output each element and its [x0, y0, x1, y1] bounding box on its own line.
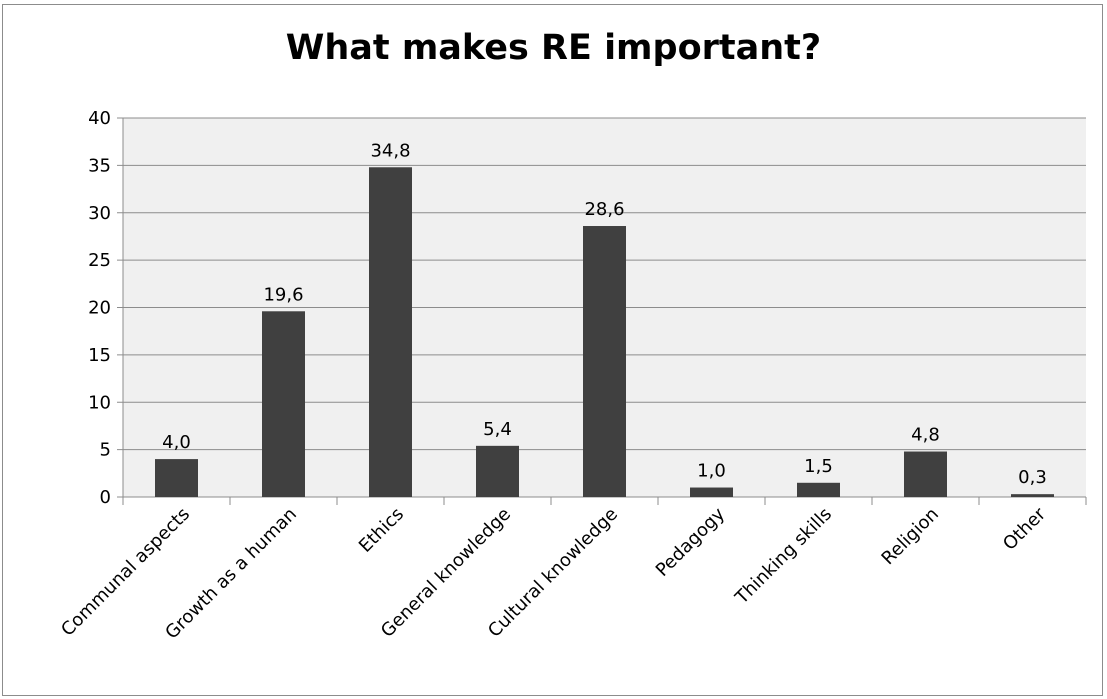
data-label: 34,8 [370, 140, 410, 161]
bar [797, 482, 840, 497]
category-label: Religion [878, 504, 943, 569]
data-label: 4,8 [911, 425, 940, 446]
category-label: Other [999, 503, 1050, 554]
data-label: 1,5 [804, 456, 833, 477]
category-label: Ethics [355, 504, 408, 557]
category-label: Thinking skills [731, 504, 836, 609]
y-tick-label: 25 [88, 250, 111, 271]
y-tick-label: 10 [88, 392, 111, 413]
y-tick-label: 40 [88, 108, 111, 129]
data-label: 19,6 [263, 284, 303, 305]
data-label: 4,0 [162, 432, 191, 453]
y-tick-label: 5 [100, 440, 111, 461]
y-tick-label: 20 [88, 298, 111, 319]
data-label: 28,6 [584, 199, 624, 220]
bar [262, 311, 305, 497]
y-tick-label: 15 [88, 345, 111, 366]
bar [369, 167, 412, 497]
bar [690, 487, 733, 497]
category-label: Pedagogy [652, 503, 730, 581]
bar [583, 226, 626, 497]
y-tick-label: 30 [88, 203, 111, 224]
bar [904, 451, 947, 497]
data-label: 0,3 [1018, 467, 1047, 488]
chart-title: What makes RE important? [285, 28, 822, 68]
data-label: 1,0 [697, 461, 726, 482]
bar [155, 459, 198, 497]
bar [1011, 494, 1054, 497]
y-tick-label: 0 [100, 487, 111, 508]
y-tick-label: 35 [88, 155, 111, 176]
bar [476, 445, 519, 497]
data-label: 5,4 [483, 419, 512, 440]
